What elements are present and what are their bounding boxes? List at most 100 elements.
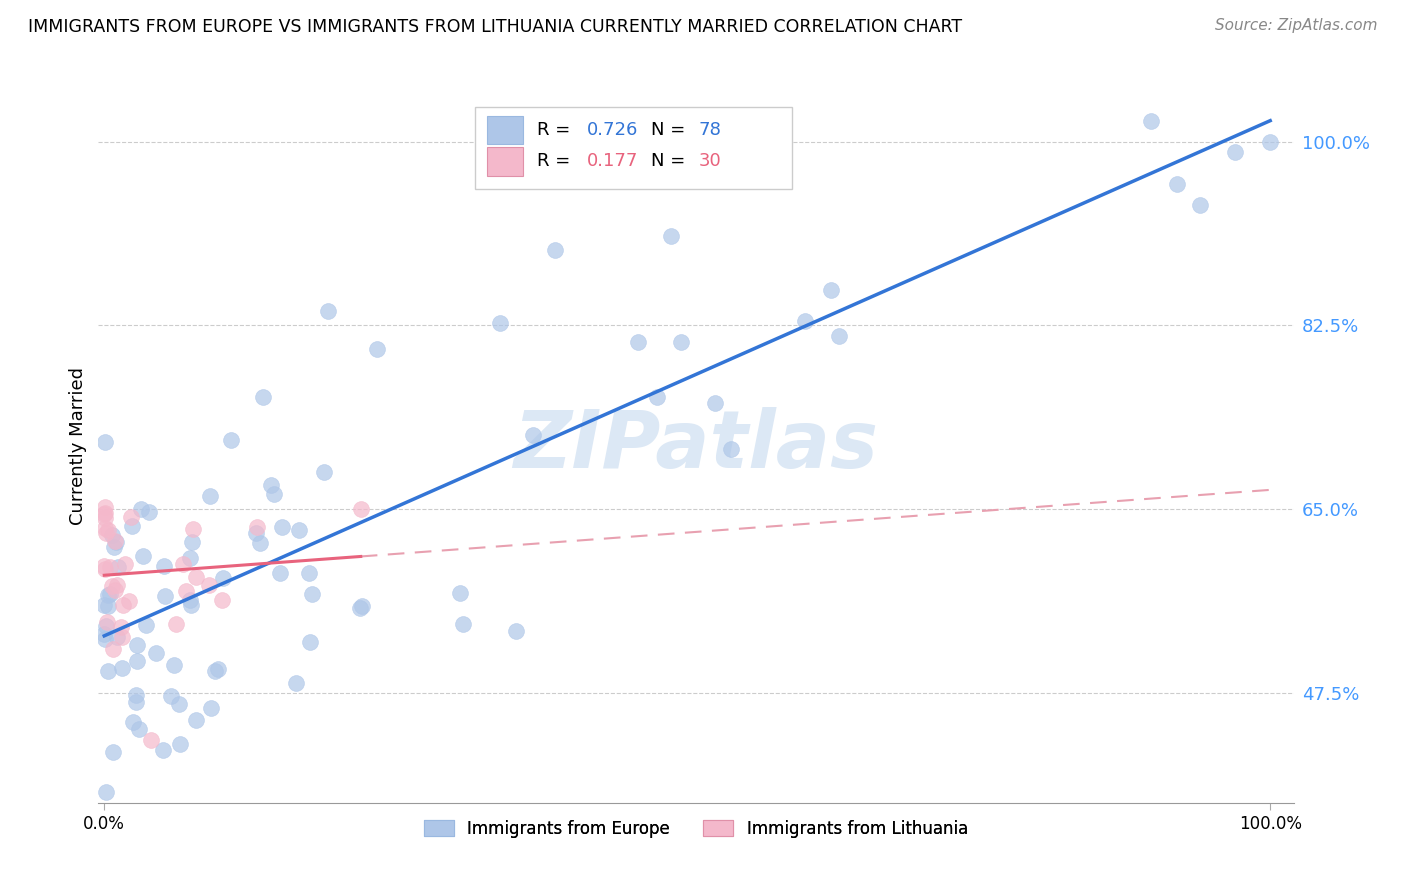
Point: [211, 592, 233, 607]
Point: [352, 599, 374, 613]
Point: [165, 617, 187, 632]
Point: [101, 746, 124, 760]
Point: [489, 316, 512, 330]
Point: [260, 478, 283, 492]
Text: 0.726: 0.726: [588, 121, 638, 139]
Point: [200, 701, 222, 715]
Point: [107, 559, 129, 574]
Point: [160, 689, 183, 703]
Point: [451, 616, 474, 631]
Point: [93, 511, 115, 525]
Point: [124, 695, 146, 709]
Point: [105, 630, 128, 644]
Point: [145, 646, 167, 660]
Point: [820, 283, 842, 297]
Point: [132, 549, 155, 564]
Point: [263, 486, 285, 500]
Bar: [475, 107, 792, 189]
Point: [659, 228, 682, 243]
Point: [180, 534, 202, 549]
Point: [94, 500, 117, 515]
Point: [139, 732, 162, 747]
Point: [245, 525, 267, 540]
Point: [128, 723, 150, 737]
Point: [249, 536, 271, 550]
Point: [212, 571, 235, 585]
Point: [179, 593, 201, 607]
Point: [167, 698, 190, 712]
Point: [720, 442, 742, 456]
Point: [179, 598, 201, 612]
Point: [131, 502, 153, 516]
Point: [101, 642, 124, 657]
Point: [172, 557, 194, 571]
Point: [349, 601, 371, 615]
Point: [105, 535, 128, 549]
Point: [153, 589, 176, 603]
Point: [152, 743, 174, 757]
Point: [96, 615, 118, 629]
Point: [93, 599, 115, 613]
Bar: [486, 116, 523, 145]
Point: [120, 509, 142, 524]
Point: [627, 334, 650, 349]
Point: [1166, 177, 1188, 191]
Point: [97, 599, 120, 614]
Point: [544, 243, 567, 257]
Point: [105, 577, 128, 591]
Point: [93, 507, 115, 521]
Text: N =: N =: [651, 153, 690, 170]
Legend: Immigrants from Europe, Immigrants from Lithuania: Immigrants from Europe, Immigrants from …: [418, 814, 974, 845]
Point: [1140, 113, 1163, 128]
Point: [186, 570, 208, 584]
Point: [103, 541, 125, 555]
Point: [111, 598, 134, 612]
Point: [169, 738, 191, 752]
Point: [522, 427, 544, 442]
Point: [104, 533, 127, 548]
Point: [94, 521, 117, 535]
Point: [301, 587, 323, 601]
Text: N =: N =: [651, 121, 690, 139]
Point: [125, 654, 148, 668]
Point: [176, 584, 198, 599]
Point: [270, 520, 292, 534]
Point: [186, 713, 208, 727]
Point: [153, 559, 176, 574]
Point: [197, 577, 219, 591]
Bar: [486, 147, 523, 176]
Point: [198, 489, 221, 503]
Point: [98, 559, 121, 574]
Point: [449, 586, 471, 600]
Point: [97, 523, 120, 537]
Point: [298, 566, 321, 580]
Point: [125, 638, 148, 652]
Point: [94, 506, 117, 520]
Point: [269, 566, 291, 580]
Point: [97, 588, 120, 602]
Point: [93, 558, 115, 573]
Text: 0.177: 0.177: [588, 153, 638, 170]
Point: [121, 518, 143, 533]
Text: R =: R =: [537, 153, 576, 170]
Point: [135, 617, 157, 632]
Point: [111, 661, 134, 675]
Point: [207, 662, 229, 676]
Text: 78: 78: [699, 121, 721, 139]
Point: [1258, 135, 1281, 149]
Point: [138, 505, 160, 519]
Point: [505, 624, 527, 638]
Point: [101, 528, 124, 542]
Text: ZIPatlas: ZIPatlas: [513, 407, 879, 485]
Point: [118, 594, 141, 608]
Point: [93, 632, 115, 647]
Y-axis label: Currently Married: Currently Married: [69, 367, 87, 525]
Point: [1189, 197, 1212, 211]
Text: IMMIGRANTS FROM EUROPE VS IMMIGRANTS FROM LITHUANIA CURRENTLY MARRIED CORRELATIO: IMMIGRANTS FROM EUROPE VS IMMIGRANTS FRO…: [28, 18, 962, 36]
Point: [350, 502, 373, 516]
Point: [179, 551, 201, 566]
Point: [104, 583, 127, 598]
Point: [366, 343, 388, 357]
Point: [181, 522, 204, 536]
Point: [312, 465, 335, 479]
